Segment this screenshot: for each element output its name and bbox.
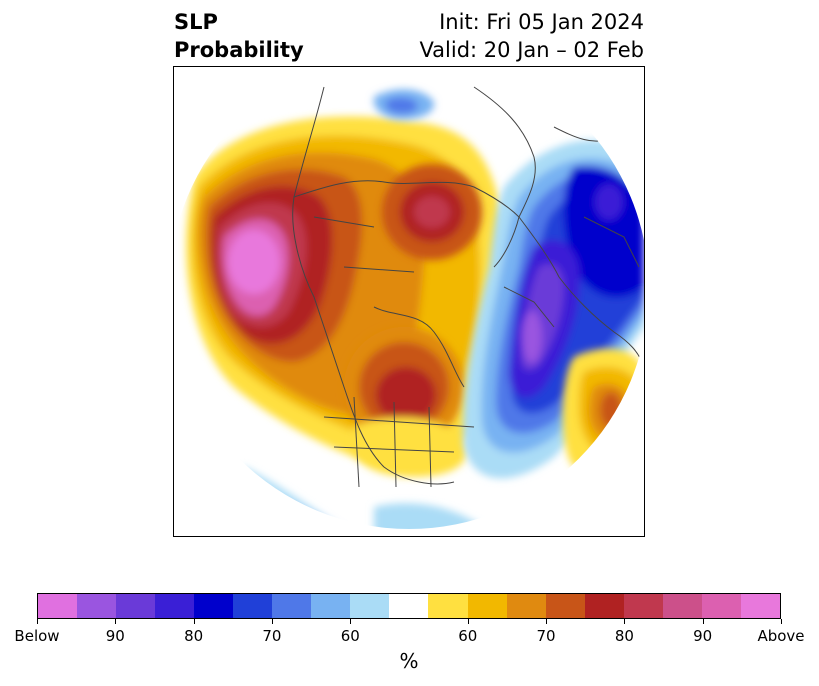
colorbar-tick-mark [193,619,195,624]
colorbar-segment [389,594,429,618]
above-normal-region-atlantic [562,348,644,471]
colorbar-tick-label: 80 [614,627,634,645]
colorbar-segment [38,594,78,618]
coastlines-and-borders [292,86,644,488]
colorbar-segment [194,594,234,618]
colorbar-tick-mark [37,619,38,624]
colorbar-tick-label: 60 [340,627,360,645]
colorbar-unit-label: % [399,649,419,673]
title-line-1: SLP [174,10,218,34]
colorbar-tick-mark [546,619,548,624]
colorbar-tick-mark [115,619,117,624]
colorbar-segment [116,594,156,618]
colorbar-segment [272,594,312,618]
valid-date-label: Valid: 20 Jan – 02 Feb [419,38,644,62]
colorbar-tick-label: Above [757,627,805,645]
colorbar-segment [623,594,663,618]
chart-title: SLP Probability [174,8,304,64]
colorbar-segment [584,594,624,618]
colorbar-segment [311,594,351,618]
above-normal-region-central [344,164,482,477]
colorbar-tick-mark [781,619,782,624]
colorbar-segment [428,594,468,618]
colorbar-segment [506,594,546,618]
colorbar-tick-mark [702,619,704,624]
map-panel [173,66,645,537]
colorbar-tick-label: 90 [693,627,713,645]
colorbar-tick-mark [624,619,626,624]
colorbar-segment [467,594,507,618]
colorbar-tick-label: 80 [184,627,204,645]
colorbar-segment [740,594,780,618]
init-date-label: Init: Fri 05 Jan 2024 [439,10,644,34]
colorbar-tick-label: Below [14,627,60,645]
title-line-2: Probability [174,38,304,62]
colorbar-tick-label: 70 [536,627,556,645]
colorbar-tick-mark [350,619,352,624]
colorbar-tick-label: 90 [105,627,125,645]
date-info: Init: Fri 05 Jan 2024 Valid: 20 Jan – 02… [419,8,644,64]
colorbar-segment [155,594,195,618]
colorbar-segment [77,594,117,618]
colorbar-tick-label: 70 [262,627,282,645]
colorbar-tick-mark [467,619,469,624]
colorbar-segment [701,594,741,618]
colorbar-segment [233,594,273,618]
colorbar-segment [350,594,390,618]
colorbar-tick-mark [271,619,273,624]
colorbar-segment [545,594,585,618]
colorbar-segment [662,594,702,618]
colorbar [37,593,781,619]
colorbar-tick-label: 60 [458,627,478,645]
probability-map [174,67,644,529]
